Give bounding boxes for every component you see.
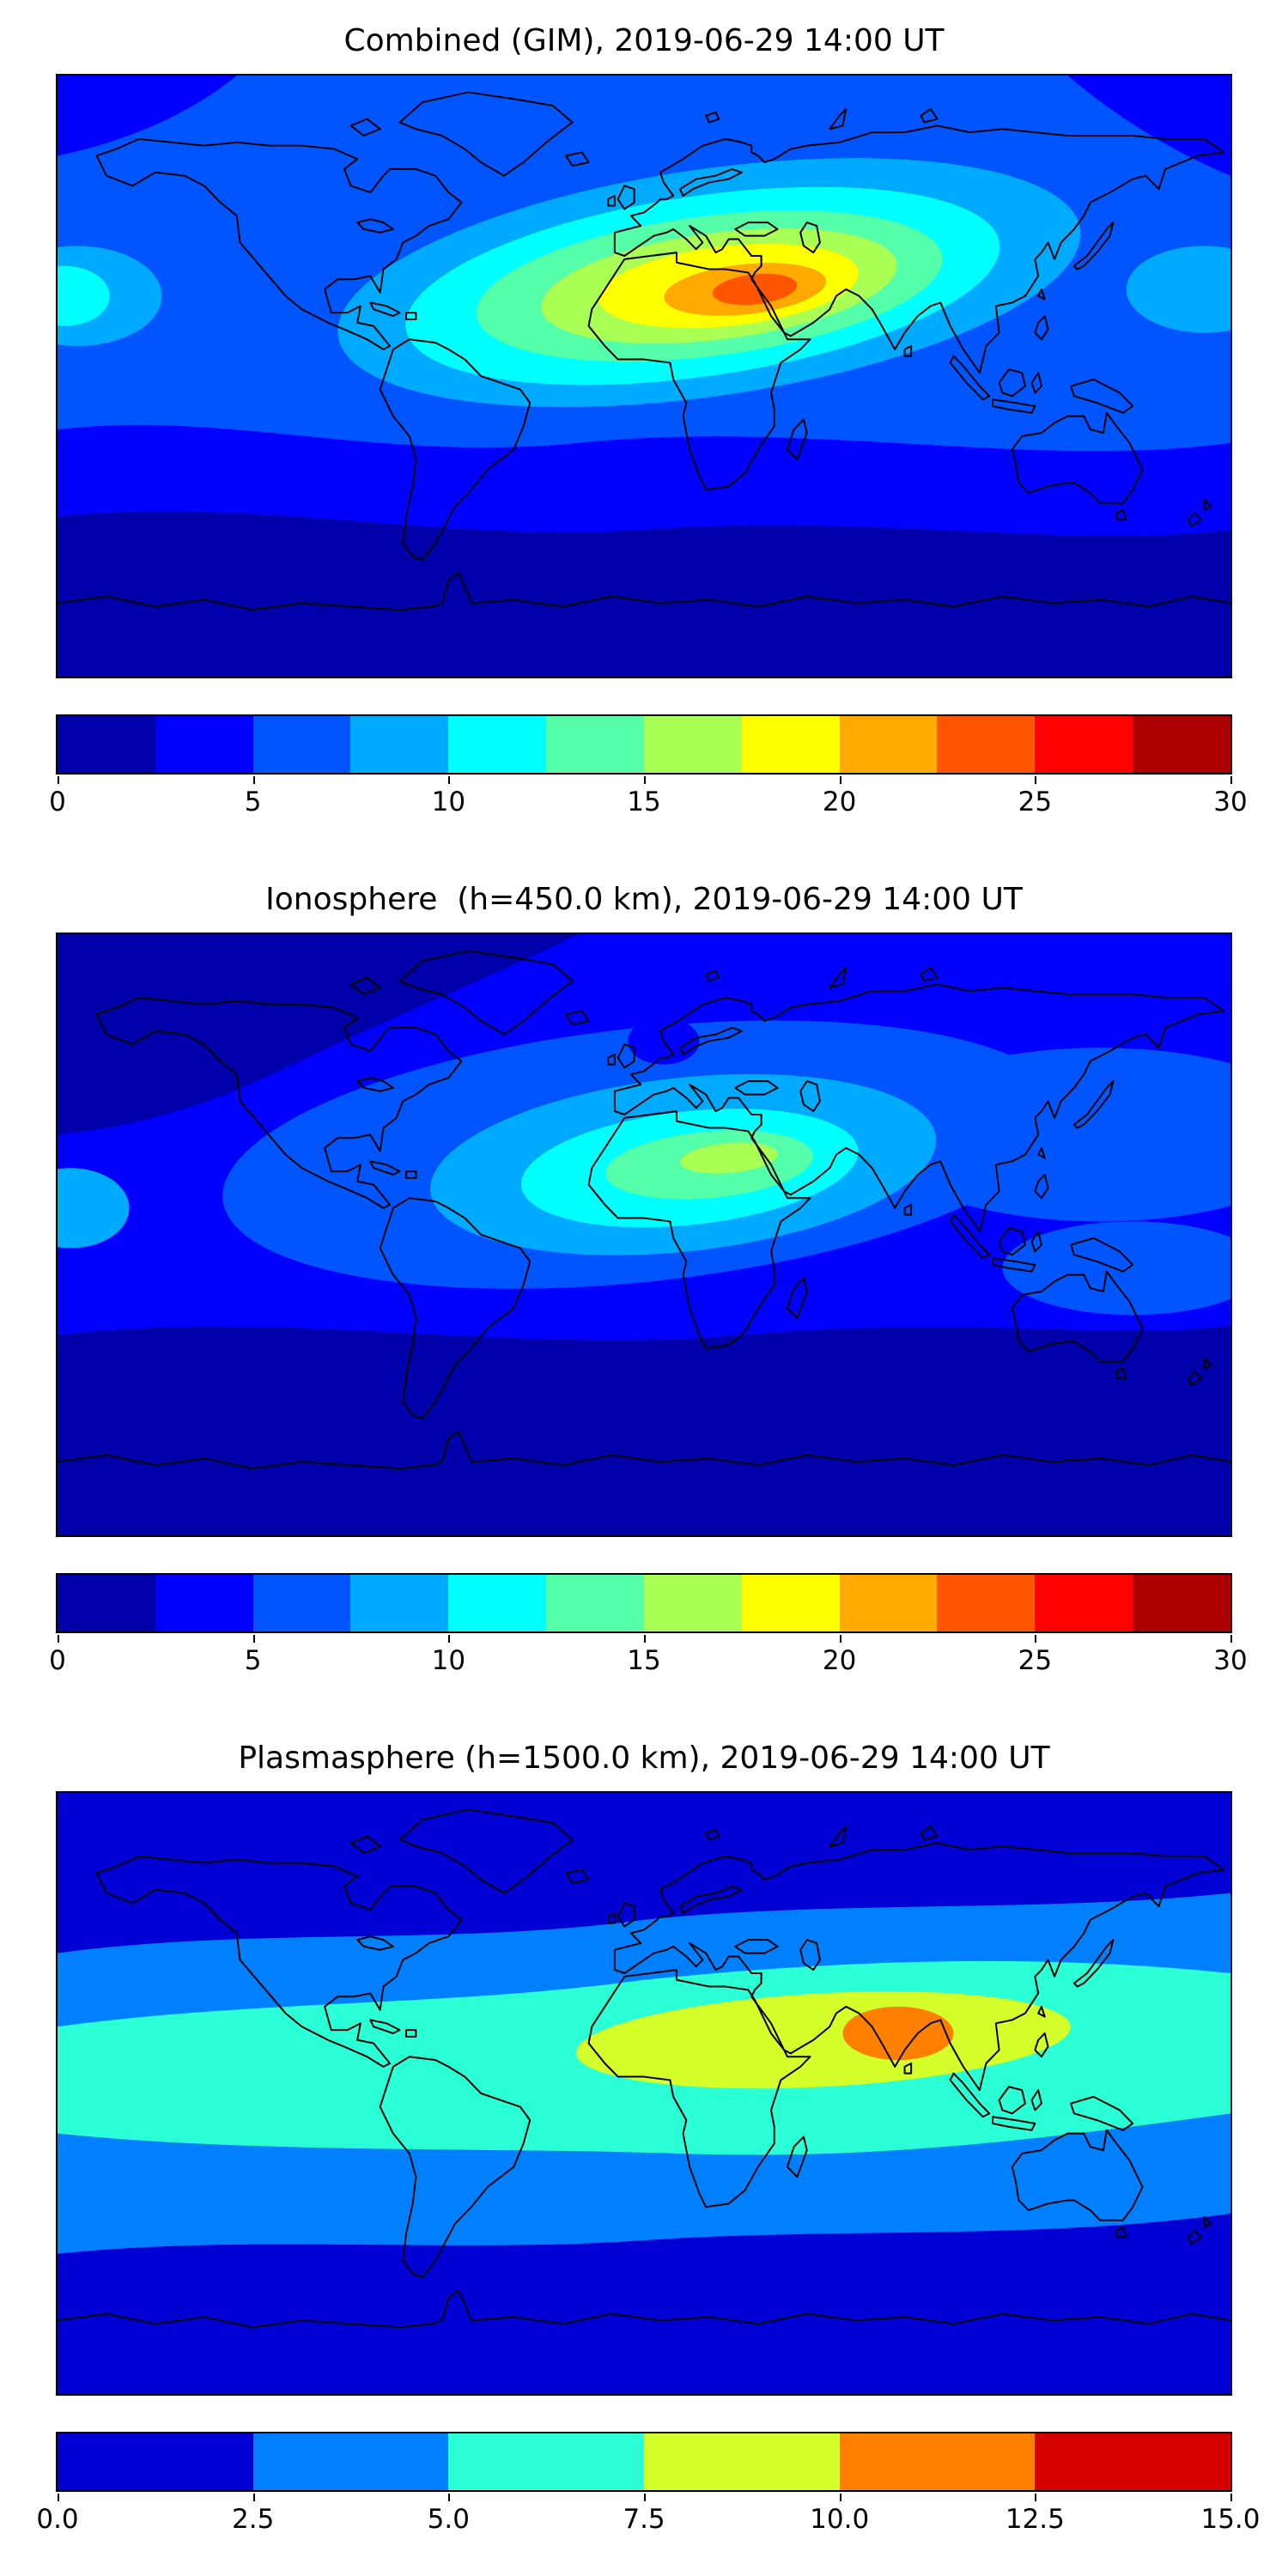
- contour-map-ionosphere: [58, 934, 1230, 1535]
- colorbar-tick-label: 10: [431, 787, 466, 817]
- colorbar-plasmasphere: [56, 2432, 1232, 2492]
- colorbar-segment: [350, 716, 449, 773]
- colorbar-segment: [839, 716, 938, 773]
- world-map-ionosphere: [56, 933, 1232, 1537]
- colorbar-tick: [58, 2494, 59, 2501]
- colorbar-tick: [1230, 776, 1232, 784]
- colorbar-tick-label: 15: [627, 1645, 661, 1676]
- colorbar-tick-label: 12.5: [1005, 2504, 1065, 2535]
- colorbar-tick: [252, 2494, 255, 2501]
- colorbar-tick-label: 10.0: [810, 2504, 870, 2535]
- colorbar-tick-label: 30: [1213, 1645, 1248, 1676]
- colorbar-segment: [643, 716, 742, 773]
- colorbar-segment: [252, 2433, 449, 2490]
- colorbar-tick-label: 5: [244, 1645, 262, 1676]
- colorbar-segment: [937, 1575, 1036, 1631]
- world-map-combined: [56, 74, 1232, 678]
- colorbar-tick: [58, 776, 59, 784]
- colorbar-segment: [58, 716, 155, 773]
- colorbar-tick-label: 30: [1213, 787, 1248, 817]
- colorbar-tick: [644, 1635, 646, 1643]
- colorbar-segment: [448, 716, 547, 773]
- contour-map-plasmasphere: [58, 1793, 1230, 2394]
- colorbar-tick: [1230, 1635, 1232, 1643]
- colorbar-segment: [155, 1575, 253, 1631]
- colorbar-tick-label: 5.0: [427, 2504, 470, 2535]
- colorbar-segment: [1035, 1575, 1133, 1631]
- colorbar-segment: [741, 1575, 840, 1631]
- panel-combined-title: Combined (GIM), 2019-06-29 14:00 UT: [343, 23, 945, 58]
- colorbar-tick: [1230, 2494, 1232, 2501]
- colorbar-segment: [741, 716, 840, 773]
- colorbar-segment: [350, 1575, 449, 1631]
- colorbar-tick: [448, 1635, 451, 1643]
- colorbar-tick-label: 0.0: [36, 2504, 79, 2535]
- colorbar-tick: [1035, 2494, 1037, 2501]
- colorbar-tick-label: 20: [822, 787, 857, 817]
- colorbar-ionosphere: [56, 1573, 1232, 1633]
- colorbar-segment: [448, 1575, 547, 1631]
- colorbar-tick: [644, 776, 646, 784]
- colorbar-segment: [644, 2433, 840, 2490]
- colorbar-segment: [58, 2433, 253, 2490]
- colorbar-tick: [252, 776, 255, 784]
- colorbar-tick-label: 0: [49, 787, 66, 817]
- colorbar-tick: [644, 2494, 646, 2501]
- colorbar-segment: [252, 1575, 351, 1631]
- panel-plasmasphere-title: Plasmasphere (h=1500.0 km), 2019-06-29 1…: [238, 1741, 1050, 1776]
- colorbar-tick-label: 7.5: [623, 2504, 665, 2535]
- colorbar-tick: [1035, 1635, 1037, 1643]
- colorbar-segment: [546, 716, 644, 773]
- colorbar-tick-label: 15: [627, 787, 661, 817]
- panel-plasmasphere: Plasmasphere (h=1500.0 km), 2019-06-29 1…: [0, 1717, 1288, 2576]
- colorbar-segment: [155, 716, 253, 773]
- colorbar-segment: [1133, 716, 1230, 773]
- panel-combined: Combined (GIM), 2019-06-29 14:00 UT: [0, 0, 1288, 859]
- colorbar-tick-label: 2.5: [232, 2504, 275, 2535]
- colorbar-labels-ionosphere: 0 5 10 15 20 25 30: [49, 1633, 1248, 1681]
- colorbar-tick: [448, 776, 451, 784]
- colorbar-tick: [58, 1635, 59, 1643]
- colorbar-segment: [58, 1575, 155, 1631]
- colorbar-segment: [252, 716, 351, 773]
- colorbar-tick: [839, 1635, 841, 1643]
- colorbar-segment: [937, 716, 1036, 773]
- colorbar-tick-label: 20: [822, 1645, 857, 1676]
- colorbar-tick: [839, 776, 841, 784]
- colorbar-tick-label: 25: [1018, 1645, 1053, 1676]
- coastlines: [58, 92, 1230, 610]
- contour-map-combined: [58, 76, 1230, 677]
- colorbar-combined: [56, 714, 1232, 775]
- colorbar-segment: [643, 1575, 742, 1631]
- colorbar-tick-label: 15.0: [1200, 2504, 1261, 2535]
- colorbar-tick: [1035, 776, 1037, 784]
- colorbar-tick: [252, 1635, 255, 1643]
- colorbar-segment: [839, 2433, 1036, 2490]
- colorbar-segment: [1133, 1575, 1230, 1631]
- colorbar-tick-label: 0: [49, 1645, 66, 1676]
- colorbar-tick-label: 5: [244, 787, 262, 817]
- panel-ionosphere: Ionosphere (h=450.0 km), 2019-06-29 14:0…: [0, 859, 1288, 1717]
- colorbar-tick: [839, 2494, 841, 2501]
- colorbar-segment: [839, 1575, 938, 1631]
- colorbar-tick: [448, 2494, 451, 2501]
- world-map-plasmasphere: [56, 1791, 1232, 2396]
- colorbar-tick-label: 25: [1018, 787, 1053, 817]
- colorbar-segment: [1035, 2433, 1231, 2490]
- colorbar-segment: [448, 2433, 645, 2490]
- colorbar-segment: [1035, 716, 1133, 773]
- colorbar-labels-plasmasphere: 0.0 2.5 5.0 7.5 10.0 12.5 15.0: [36, 2492, 1261, 2540]
- panel-ionosphere-title: Ionosphere (h=450.0 km), 2019-06-29 14:0…: [265, 882, 1023, 917]
- colorbar-segment: [546, 1575, 644, 1631]
- colorbar-tick-label: 10: [431, 1645, 466, 1676]
- colorbar-labels-combined: 0 5 10 15 20 25 30: [49, 775, 1248, 823]
